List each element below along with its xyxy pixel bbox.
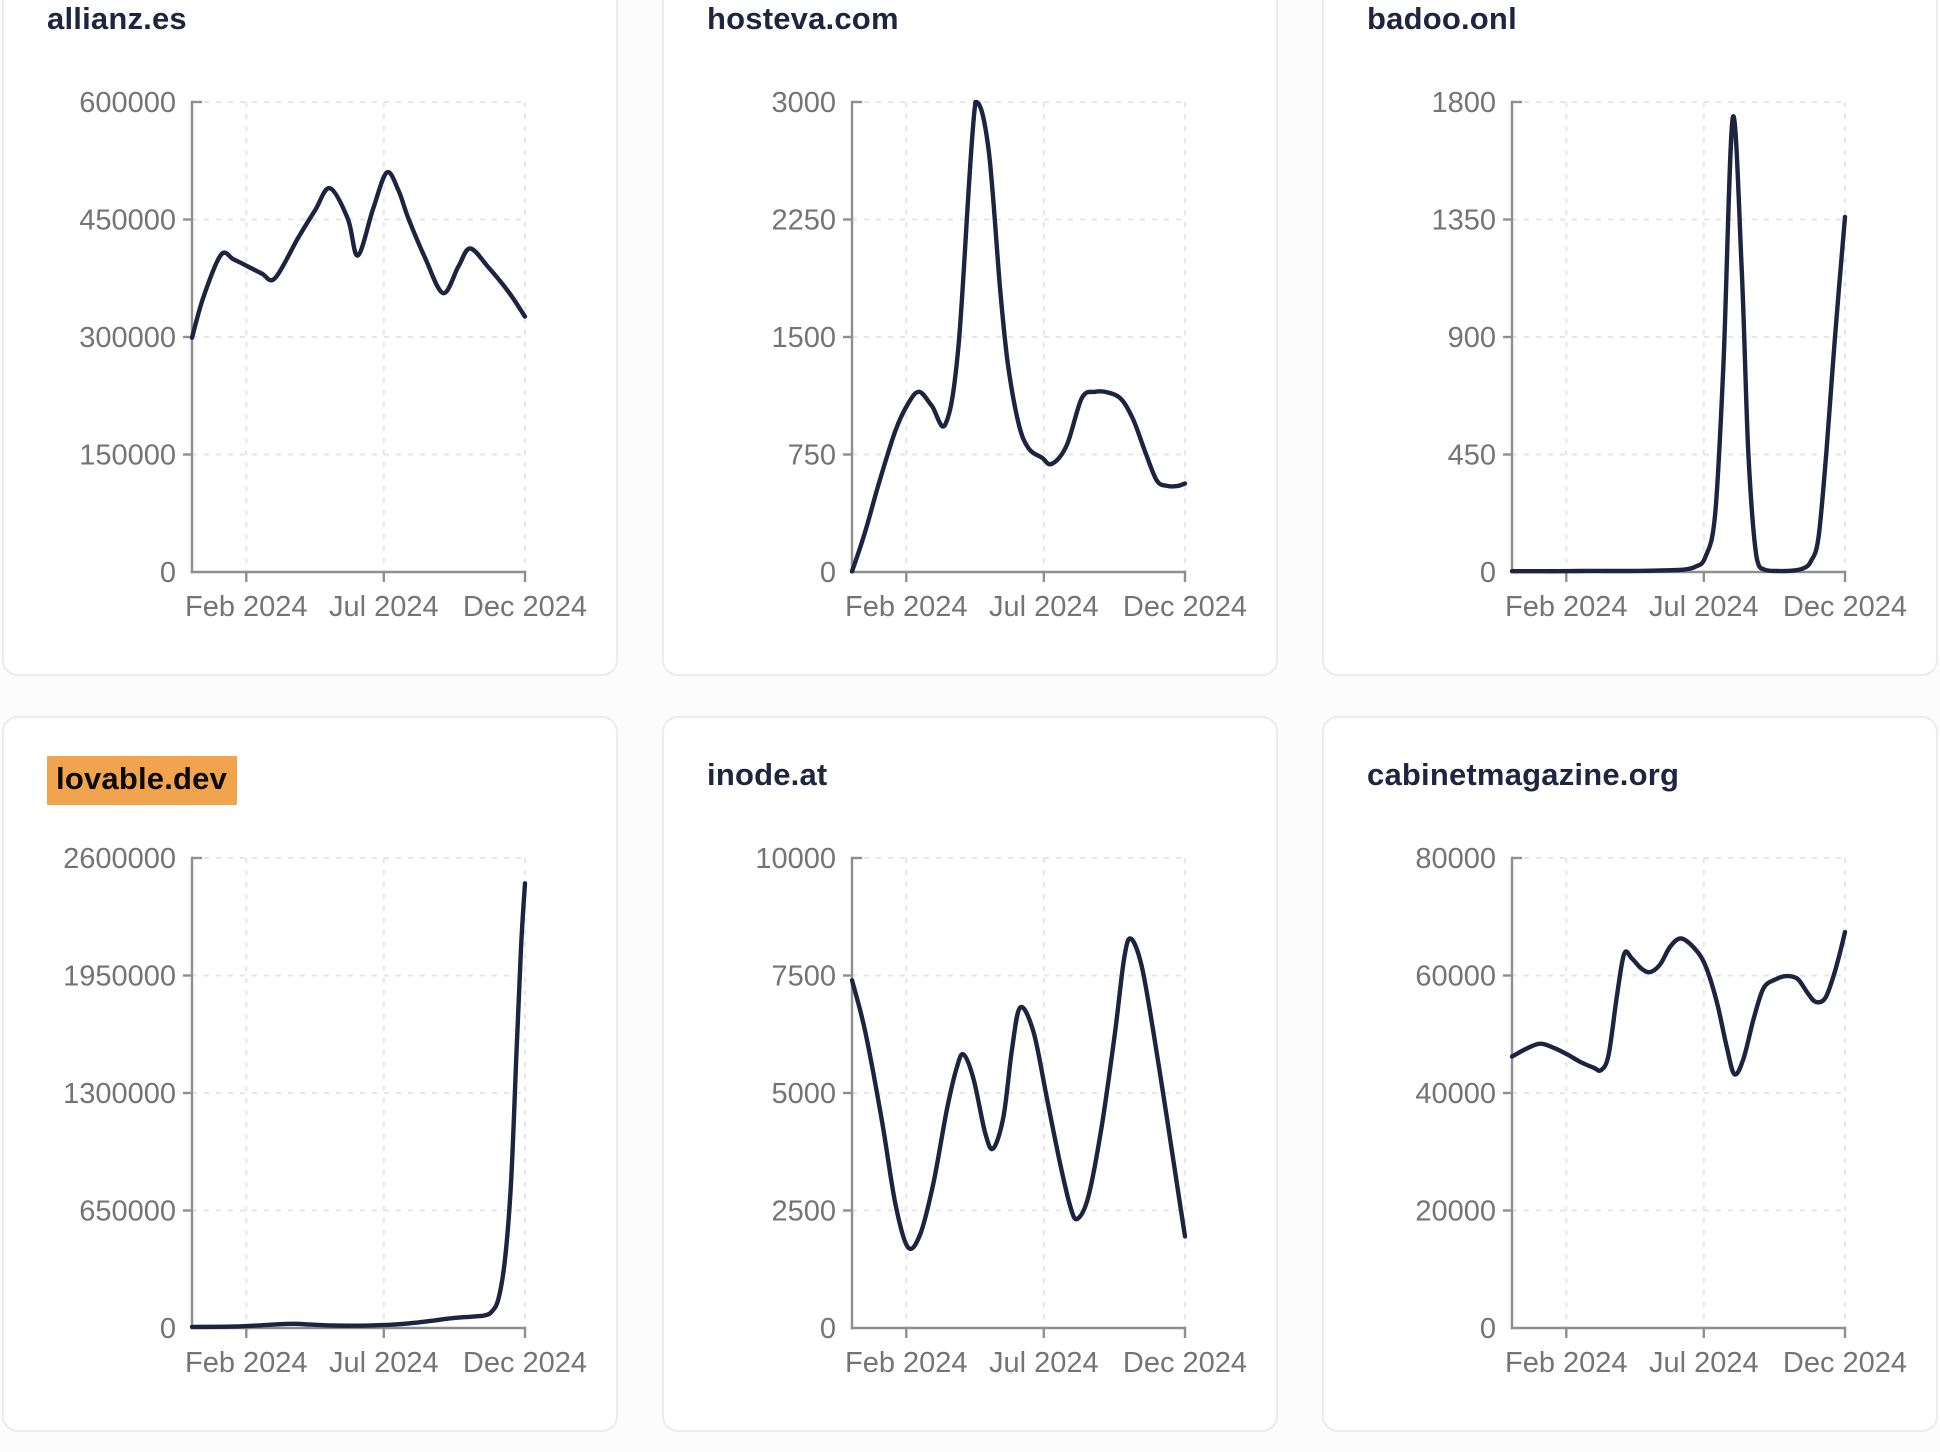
x-tick-label: Feb 2024 <box>185 1347 308 1379</box>
traffic-line-chart: 600000 450000 300000 150000 0 Feb 2024 Jul 202… <box>79 87 587 623</box>
x-tick-label: Feb 2024 <box>845 1347 968 1379</box>
series-path <box>849 99 1188 574</box>
y-tick-label: 1350 <box>1431 205 1496 237</box>
y-tick-label: 750 <box>788 440 836 472</box>
x-tick-label: Jul 2024 <box>1649 591 1759 623</box>
chart-card: badoo.onl 1800 1350 900 450 0 Feb 2024 Jul 202… <box>1322 0 1938 676</box>
y-tick-label: 0 <box>820 1313 836 1345</box>
y-tick-label: 40000 <box>1415 1078 1496 1110</box>
x-tick-label: Dec 2024 <box>1783 591 1907 623</box>
x-tick-label: Feb 2024 <box>185 591 308 623</box>
chart-title: cabinetmagazine.org <box>1367 756 1679 795</box>
y-tick-label: 5000 <box>771 1078 836 1110</box>
traffic-line-chart: 3000 2250 1500 750 0 Feb 2024 Jul 2024 Dec 2024 <box>771 87 1247 623</box>
chart-domain-label: allianz.es <box>47 1 187 36</box>
x-tick-label: Dec 2024 <box>463 591 587 623</box>
chart-domain-label: lovable.dev <box>47 756 238 805</box>
y-tick-label: 80000 <box>1415 843 1496 875</box>
y-tick-label: 3000 <box>771 87 836 119</box>
traffic-line-chart: 10000 7500 5000 2500 0 Feb 2024 Jul 2024 Dec 20… <box>755 843 1247 1379</box>
chart-domain-label: inode.at <box>707 757 828 792</box>
x-tick-label: Feb 2024 <box>1505 1347 1628 1379</box>
y-tick-label: 450000 <box>79 205 176 237</box>
y-tick-label: 1300000 <box>63 1078 176 1110</box>
x-tick-label: Dec 2024 <box>1123 591 1247 623</box>
chart-card: lovable.dev 2600000 1950000 1300000 650000 0… <box>2 716 618 1432</box>
series-path <box>849 936 1188 1251</box>
y-tick-label: 0 <box>1480 557 1496 589</box>
y-tick-label: 900 <box>1448 322 1496 354</box>
chart-domain-label: badoo.onl <box>1367 1 1517 36</box>
chart-card: hosteva.com 3000 2250 1500 750 0 Feb 2024 Jul … <box>662 0 1278 676</box>
series-path <box>1509 114 1848 574</box>
x-tick-label: Jul 2024 <box>989 591 1099 623</box>
y-tick-label: 2600000 <box>63 843 176 875</box>
x-tick-label: Dec 2024 <box>1123 1347 1247 1379</box>
y-tick-label: 450 <box>1448 440 1496 472</box>
y-tick-label: 1950000 <box>63 961 176 993</box>
x-tick-label: Feb 2024 <box>1505 591 1628 623</box>
series-path <box>189 881 528 1330</box>
series-path <box>189 169 528 340</box>
y-tick-label: 650000 <box>79 1196 176 1228</box>
series-path <box>1509 929 1848 1077</box>
chart-domain-label: hosteva.com <box>707 1 899 36</box>
x-tick-label: Dec 2024 <box>1783 1347 1907 1379</box>
y-tick-label: 2500 <box>771 1196 836 1228</box>
y-tick-label: 2250 <box>771 205 836 237</box>
chart-title: badoo.onl <box>1367 0 1517 39</box>
y-tick-label: 1500 <box>771 322 836 354</box>
x-tick-label: Jul 2024 <box>329 1347 439 1379</box>
y-tick-label: 0 <box>160 557 176 589</box>
chart-card: cabinetmagazine.org 80000 60000 40000 20000… <box>1322 716 1938 1432</box>
traffic-line-chart: 80000 60000 40000 20000 0 Feb 2024 Jul 2024 Dec… <box>1415 843 1907 1379</box>
chart-card: inode.at 10000 7500 5000 2500 0 Feb 2024 Jul 2… <box>662 716 1278 1432</box>
x-tick-label: Jul 2024 <box>329 591 439 623</box>
y-tick-label: 20000 <box>1415 1196 1496 1228</box>
traffic-line-chart: 1800 1350 900 450 0 Feb 2024 Jul 2024 Dec 2024 <box>1431 87 1907 623</box>
y-tick-label: 1800 <box>1431 87 1496 119</box>
y-tick-label: 300000 <box>79 322 176 354</box>
x-tick-label: Jul 2024 <box>989 1347 1099 1379</box>
chart-title: allianz.es <box>47 0 187 39</box>
traffic-line-chart: 2600000 1950000 1300000 650000 0 Feb 2024 Jul … <box>63 843 587 1379</box>
y-tick-label: 0 <box>1480 1313 1496 1345</box>
y-tick-label: 0 <box>160 1313 176 1345</box>
y-tick-label: 150000 <box>79 440 176 472</box>
chart-title: lovable.dev <box>47 756 238 805</box>
chart-domain-label: cabinetmagazine.org <box>1367 757 1680 792</box>
y-tick-label: 60000 <box>1415 961 1496 993</box>
chart-title: inode.at <box>707 756 827 795</box>
chart-title: hosteva.com <box>707 0 899 39</box>
y-tick-label: 600000 <box>79 87 176 119</box>
y-tick-label: 0 <box>820 557 836 589</box>
y-tick-label: 10000 <box>755 843 836 875</box>
x-tick-label: Feb 2024 <box>845 591 968 623</box>
x-tick-label: Dec 2024 <box>463 1347 587 1379</box>
chart-card: allianz.es 600000 450000 300000 150000 0 Feb … <box>2 0 618 676</box>
x-tick-label: Jul 2024 <box>1649 1347 1759 1379</box>
y-tick-label: 7500 <box>771 961 836 993</box>
